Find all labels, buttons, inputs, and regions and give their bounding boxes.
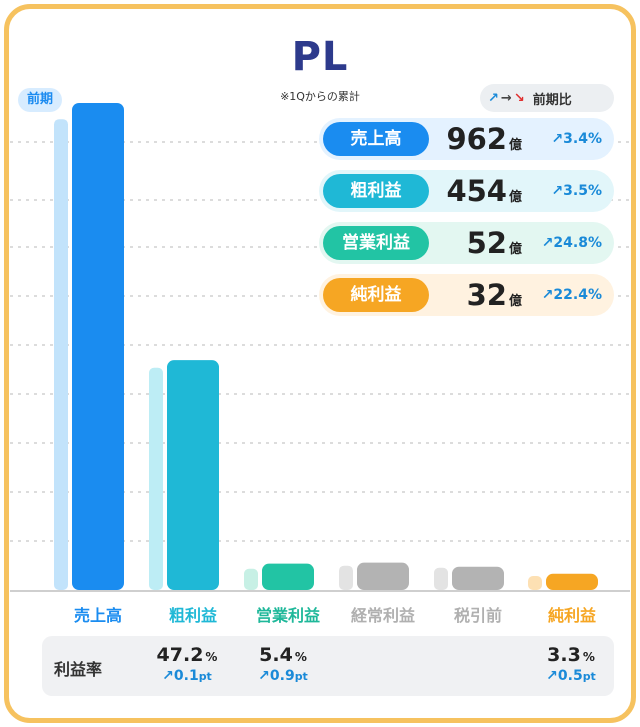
kpi-value: 52 億 [466,226,522,260]
bar-current-1 [72,103,124,590]
previous-period-tag: 前期 [18,88,62,112]
kpi-row: 粗利益 454 億 ↗3.5% [319,170,614,212]
kpi-value: 32 億 [466,278,522,312]
kpi-row: 営業利益 52 億 ↗24.8% [319,222,614,264]
margin-value: 47.2% [156,644,218,666]
kpi-growth: ↗3.5% [551,183,602,199]
kpi-badge: 純利益 [323,278,429,312]
kpi-growth: ↗3.4% [551,131,602,147]
margin-panel [42,636,614,696]
kpi-row: 売上高 962 億 ↗3.4% [319,118,614,160]
kpi-badge: 営業利益 [323,226,429,260]
margin-value: 5.4% [259,644,307,666]
flat-arrow-icon: → [500,90,512,106]
chart-subtitle: ※1Qからの累計 [280,90,360,103]
chart-title: PL [291,34,349,80]
margin-change: ↗0.9pt [258,668,308,684]
bar-previous-3 [244,568,258,590]
bar-current-3 [262,563,314,590]
category-label: 粗利益 [168,606,217,625]
down-arrow-icon: ↘ [513,90,525,106]
category-label: 売上高 [73,606,122,625]
kpi-badge: 粗利益 [323,174,429,208]
margin-change: ↗0.5pt [546,668,596,684]
bar-previous-1 [54,119,68,590]
category-label: 税引前 [453,606,502,625]
margin-change: ↗0.1pt [162,668,212,684]
up-arrow-icon: ↗ [488,90,499,106]
margin-net: 3.3% ↗0.5pt [516,644,626,684]
kpi-growth: ↗24.8% [541,235,602,251]
kpi-growth: ↗22.4% [541,287,602,303]
bar-previous-2 [149,367,163,590]
kpi-row: 純利益 32 億 ↗22.4% [319,274,614,316]
margin-value: 3.3% [547,644,595,666]
bar-current-6 [546,573,598,590]
margin-operating: 5.4% ↗0.9pt [228,644,338,684]
category-label: 営業利益 [255,606,320,625]
bar-current-5 [452,566,504,590]
legend-label: 前期比 [532,92,572,108]
kpi-value: 454 億 [446,174,522,208]
bar-previous-5 [434,567,448,590]
category-label: 純利益 [547,606,596,625]
bar-current-2 [167,360,219,590]
legend-chip: ↗ → ↘ 前期比 [480,84,614,112]
bar-previous-4 [339,565,353,590]
kpi-badge: 売上高 [323,122,429,156]
bar-current-4 [357,562,409,590]
bar-previous-6 [528,576,542,590]
margin-title: 利益率 [54,660,103,679]
margin-gross: 47.2% ↗0.1pt [132,644,242,684]
category-label: 経常利益 [350,606,415,625]
kpi-value: 962 億 [446,122,522,156]
